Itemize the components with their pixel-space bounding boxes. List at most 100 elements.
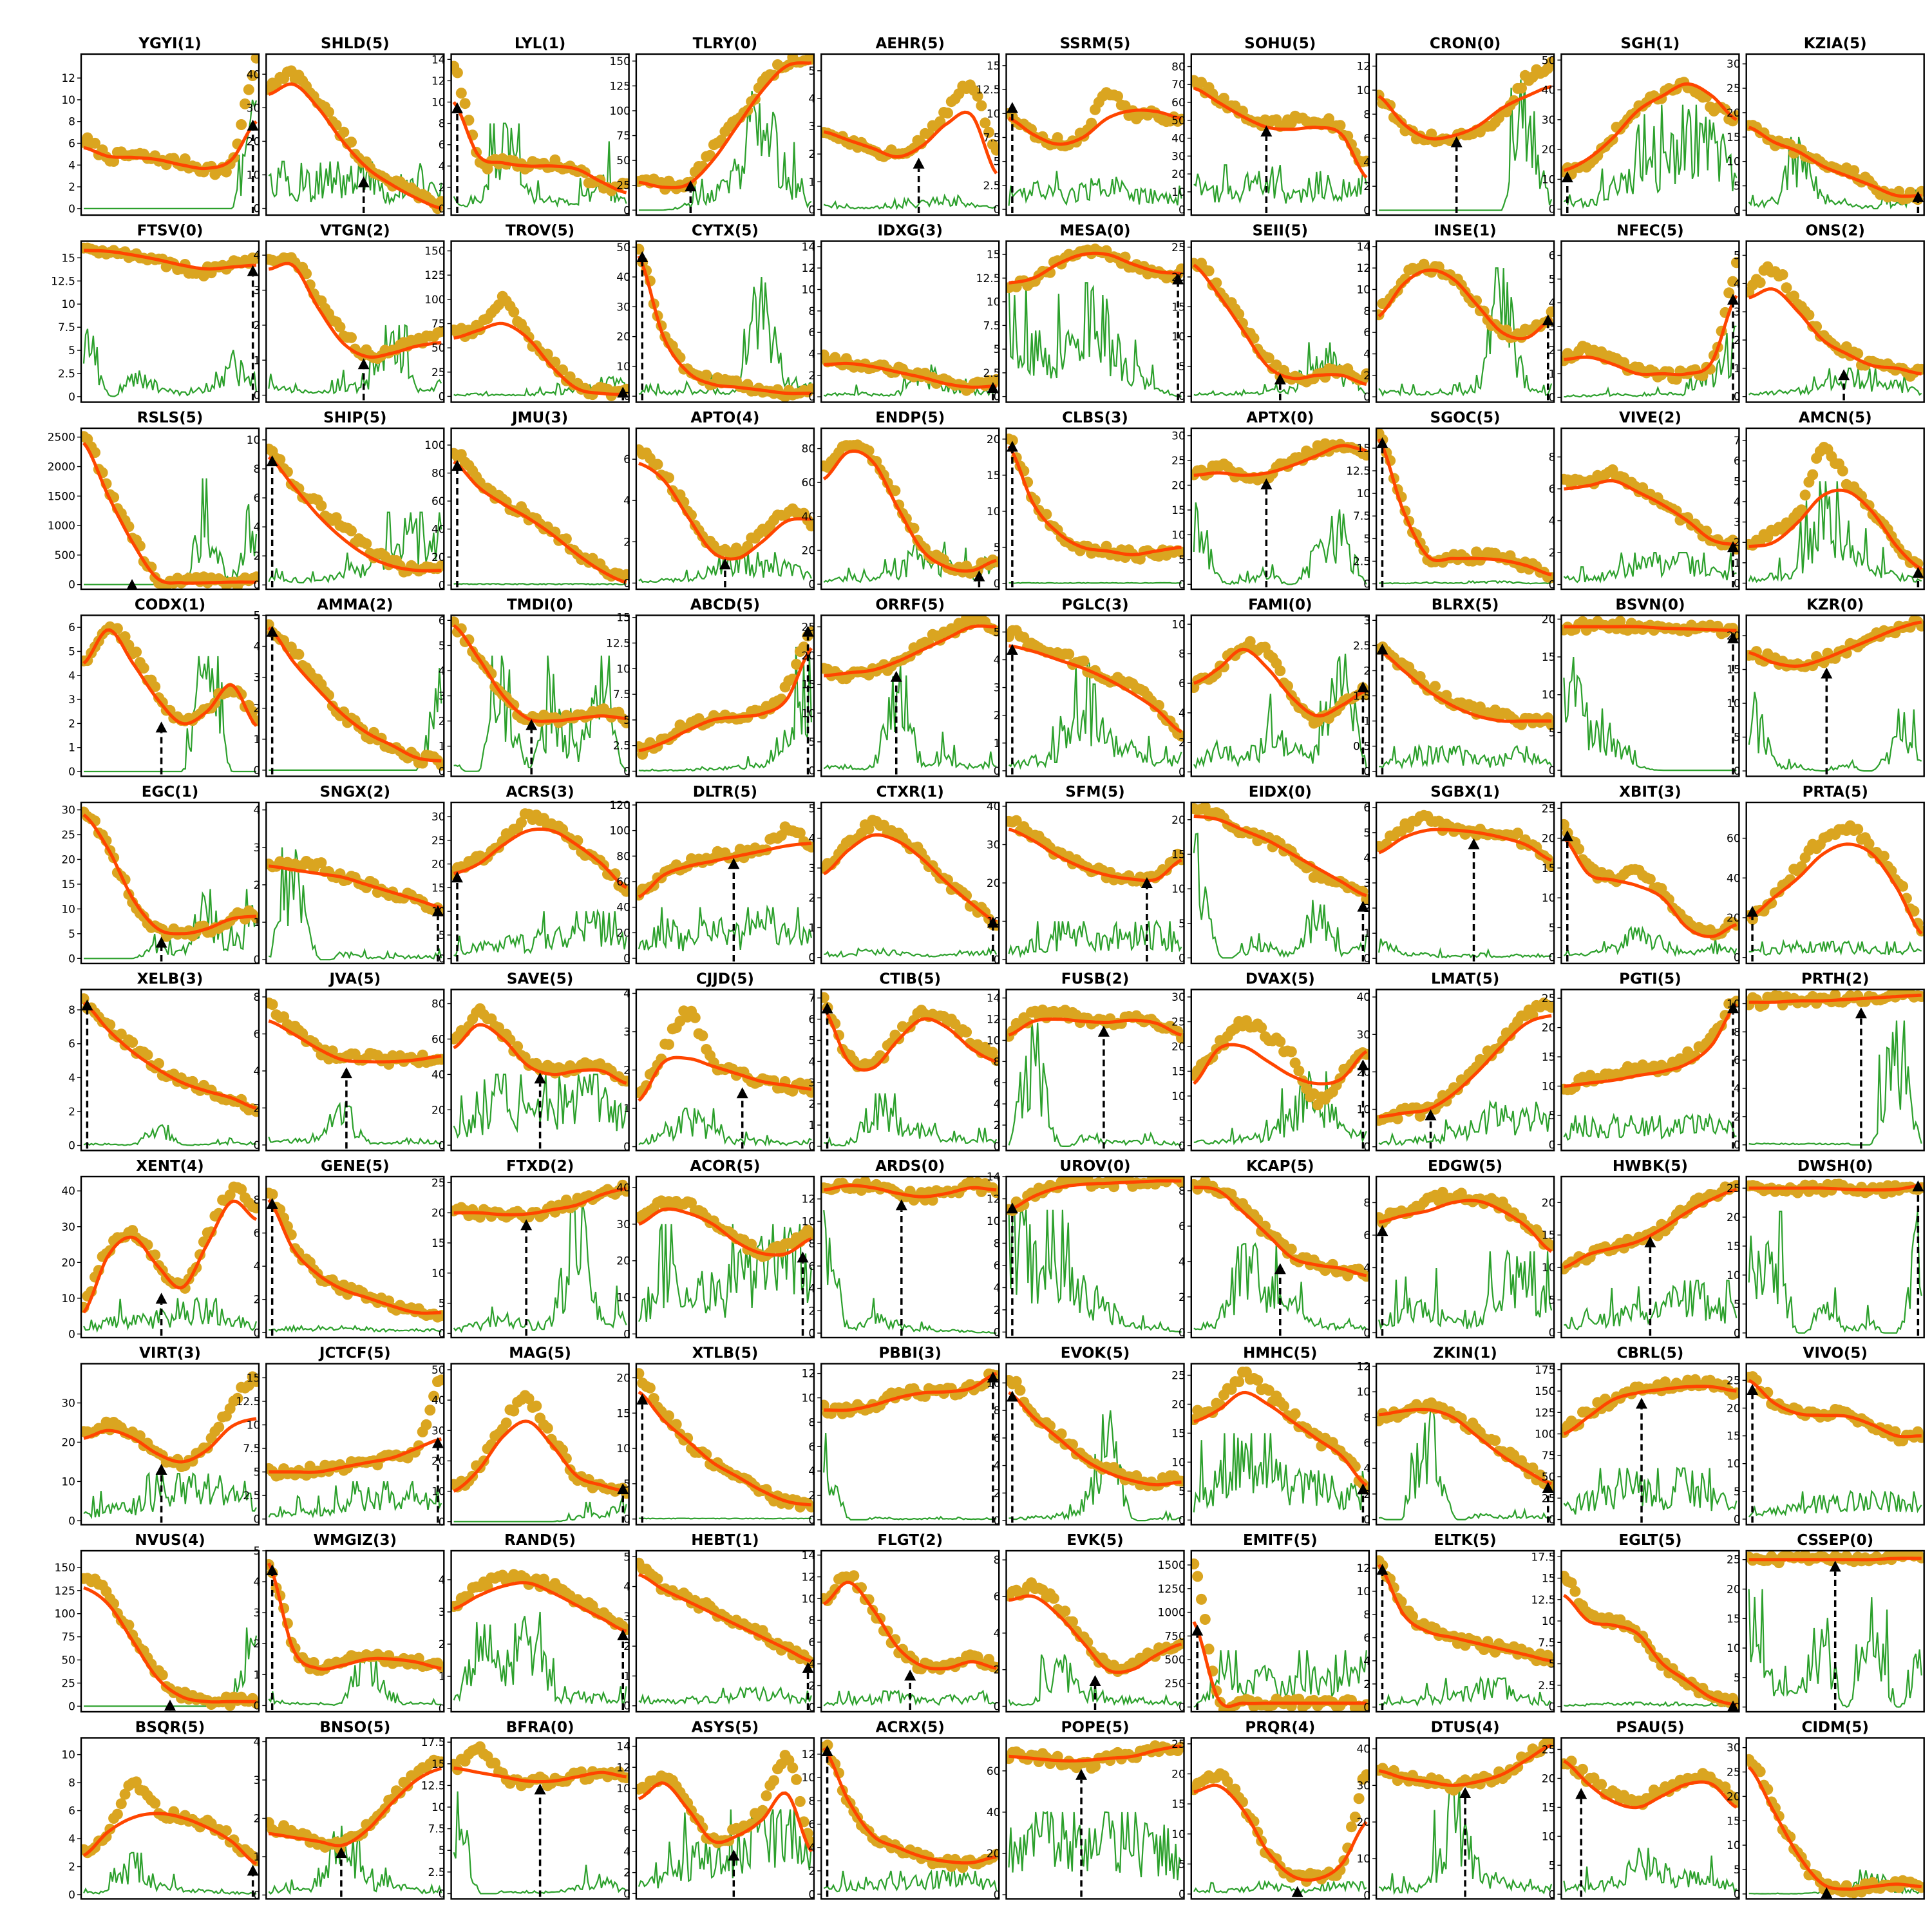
y-tick-label: 8: [1549, 451, 1556, 464]
y-tick-label: 10: [247, 169, 261, 182]
scatter-point: [961, 1027, 972, 1038]
y-tick-label: 2: [1734, 334, 1741, 347]
scatter-point: [621, 178, 629, 189]
volume-line: [269, 668, 442, 771]
scatter-point: [1878, 851, 1889, 862]
scatter-point: [213, 1421, 225, 1433]
marker-arrow-icon: [802, 625, 814, 637]
y-tick-label: 6: [1179, 1220, 1186, 1233]
y-tick-label: 10: [616, 663, 630, 676]
y-tick-label: 12.5: [51, 275, 75, 288]
chart-panel-ctxr-1: CTXR(1) 0 1 2 3 4 5: [808, 784, 1000, 965]
y-tick-label: 20: [431, 551, 446, 564]
y-tick-label: 8: [68, 116, 75, 129]
y-tick-label: 30: [1727, 58, 1741, 71]
volume-line: [638, 1107, 812, 1147]
scatter-point: [508, 699, 520, 711]
y-tick-label: 4: [1363, 852, 1370, 865]
plot-area: [636, 54, 814, 213]
chart-panel-bsvn-0: BSVN(0) 0 5 10 15 20: [1542, 597, 1740, 777]
scatter-point: [1218, 661, 1229, 672]
y-tick-label: 8: [253, 463, 260, 476]
chart-panel-acrs-3: ACRS(3) 0 5 10 15 20 25 30: [431, 784, 630, 966]
marker-arrow-icon: [719, 558, 731, 570]
y-tick-label: 3: [808, 1077, 815, 1090]
y-tick-label: 20: [616, 927, 630, 940]
fit-curve: [637, 255, 811, 395]
y-tick-label: 2: [623, 536, 630, 549]
scatter-point: [621, 569, 629, 580]
volume-line: [268, 324, 442, 395]
y-tick-label: 4: [808, 348, 815, 361]
y-tick-label: 3: [1734, 306, 1741, 319]
y-tick-label: 4: [253, 521, 260, 534]
y-tick-label: 5: [68, 645, 75, 658]
volume-line: [1748, 367, 1922, 396]
chart-panel-aehr-5: AEHR(5) 0 1 2 3 4 5: [808, 35, 1000, 216]
volume-line: [1378, 1249, 1553, 1331]
chart-title: JCTCF(5): [318, 1345, 391, 1362]
plot-frame: [450, 53, 630, 216]
y-tick-label: 4: [808, 1283, 815, 1296]
chart-panel-endp-5: ENDP(5) 0 20 40 60 80: [802, 410, 1000, 591]
y-tick-label: 0: [1363, 1141, 1370, 1154]
y-tick-label: 4: [1363, 156, 1370, 169]
marker-arrow-icon: [1855, 1007, 1867, 1019]
y-tick-label: 8: [439, 118, 446, 131]
y-tick-label: 5: [994, 343, 1001, 356]
y-tick-label: 2: [68, 181, 75, 194]
chart-panel-aptx-0: APTX(0) 0 5 10 15 20 25 30: [1171, 410, 1370, 591]
scatter-point: [316, 500, 327, 511]
scatter-point: [240, 98, 251, 109]
fit-curve: [82, 442, 256, 585]
plot-frame: [1190, 427, 1370, 591]
y-tick-label: 5: [253, 610, 260, 623]
y-tick-label: 10: [616, 361, 630, 374]
y-tick-label: 50: [616, 242, 630, 254]
chart-panel-kzia-5: KZIA(5) 0 5 10 15 20 25 30: [1727, 35, 1925, 217]
y-tick-label: 6: [1363, 327, 1370, 339]
y-tick-label: 20: [431, 1455, 446, 1468]
y-tick-label: 0: [1734, 204, 1741, 217]
plot-area: [1006, 1177, 1184, 1336]
chart-title: CODX(1): [135, 597, 205, 614]
plot-area: [81, 242, 259, 401]
volume-line: [1008, 1208, 1182, 1333]
fit-curve: [1748, 488, 1922, 571]
y-tick-label: 0: [68, 952, 75, 965]
y-tick-label: 2500: [48, 431, 75, 444]
y-tick-label: 2: [808, 148, 815, 161]
y-tick-label: 60: [1727, 833, 1741, 846]
chart-panel-dwsh-0: DWSH(0) 0 5 10 15 20 25: [1727, 1158, 1925, 1340]
y-tick-label: 14: [1356, 241, 1370, 254]
plot-frame: [265, 427, 445, 591]
plot-frame: [1745, 614, 1925, 777]
scatter-point: [1274, 1036, 1286, 1047]
y-tick-label: 10: [1171, 883, 1186, 896]
y-tick-label: 5: [808, 802, 815, 815]
y-tick-label: 20: [1171, 271, 1186, 284]
y-tick-label: 5: [808, 65, 815, 78]
chart-title: ACOR(5): [690, 1158, 760, 1175]
marker-arrow-icon: [155, 721, 167, 733]
fit-curve: [267, 1198, 442, 1315]
y-tick-label: 5: [253, 1466, 260, 1479]
volume-line: [1748, 137, 1922, 210]
chart-title: DLTR(5): [693, 784, 757, 800]
y-tick-label: 3: [68, 694, 75, 706]
y-tick-label: 40: [987, 800, 1001, 813]
y-tick-label: 12: [1356, 61, 1370, 73]
y-tick-label: 0: [439, 579, 446, 592]
marker-arrow-icon: [1821, 667, 1833, 679]
chart-title: XELB(3): [137, 971, 204, 988]
y-tick-label: 0: [1363, 391, 1370, 404]
y-tick-label: 1: [1363, 927, 1370, 940]
y-tick-label: 2: [1179, 1291, 1186, 1304]
y-tick-label: 25: [431, 1177, 446, 1189]
scatter-point: [863, 445, 875, 457]
y-tick-label: 10: [1542, 173, 1556, 186]
scatter-point: [1361, 155, 1369, 167]
chart-title: APTX(0): [1246, 410, 1314, 426]
